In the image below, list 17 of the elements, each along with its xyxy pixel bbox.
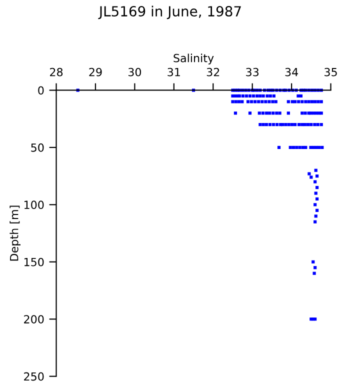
x-tick-label: 32 <box>206 68 220 76</box>
x-tick-label: 33 <box>246 68 259 76</box>
x-tick-label: 30 <box>128 68 142 76</box>
x-axis-title: Salinity <box>174 54 214 64</box>
y-axis-title: Depth [m] <box>10 206 20 261</box>
x-tick-label: 29 <box>89 68 102 76</box>
y-tick-label: 50 <box>31 143 44 152</box>
y-tick-label: 150 <box>24 258 44 266</box>
y-tick-label: 100 <box>24 200 44 210</box>
x-tick-label: 35 <box>324 68 337 76</box>
x-tick-label: 34 <box>285 68 298 76</box>
x-tick-label: 28 <box>50 68 63 76</box>
y-tick-label: 0 <box>38 86 44 95</box>
y-tick-label: 200 <box>24 315 44 324</box>
y-tick-label: 250 <box>24 372 44 381</box>
x-tick-label: 31 <box>168 68 180 76</box>
chart-title: JL5169 in June, 1987 <box>98 6 241 20</box>
